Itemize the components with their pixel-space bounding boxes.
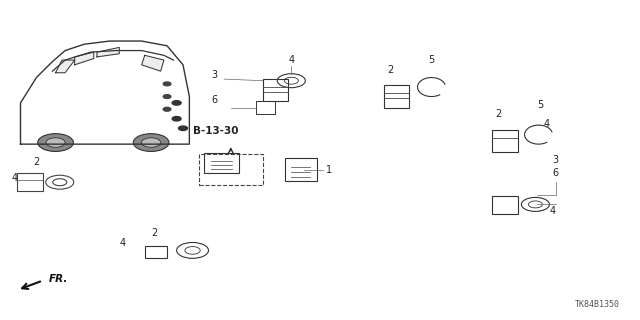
Text: TK84B1350: TK84B1350 [575, 300, 620, 309]
Polygon shape [75, 52, 94, 65]
Text: 4: 4 [550, 206, 556, 216]
Circle shape [133, 134, 169, 151]
Circle shape [38, 134, 74, 151]
Bar [492, 196, 518, 214]
Circle shape [179, 126, 188, 131]
Text: 3: 3 [212, 69, 218, 80]
Circle shape [172, 116, 181, 121]
Text: 4: 4 [288, 55, 294, 65]
Polygon shape [141, 55, 164, 71]
Bar [204, 153, 239, 173]
Text: 2: 2 [33, 157, 40, 167]
Circle shape [163, 107, 171, 111]
Bar [384, 85, 409, 108]
Text: 6: 6 [553, 168, 559, 178]
Text: 2: 2 [151, 228, 157, 238]
Text: FR.: FR. [49, 274, 68, 284]
Text: 4: 4 [11, 172, 17, 183]
Bar [256, 101, 275, 114]
Text: 5: 5 [428, 55, 435, 65]
Text: 1: 1 [326, 164, 333, 174]
Text: 5: 5 [537, 100, 543, 110]
Circle shape [172, 101, 181, 105]
Bar [262, 79, 288, 101]
Bar [285, 158, 317, 181]
Circle shape [141, 138, 161, 147]
Text: B-13-30: B-13-30 [193, 126, 238, 136]
Circle shape [163, 95, 171, 99]
Polygon shape [56, 60, 75, 73]
Text: 4: 4 [120, 238, 125, 248]
Circle shape [163, 82, 171, 86]
Text: 2: 2 [387, 65, 393, 75]
Bar [17, 173, 43, 191]
Circle shape [46, 138, 65, 147]
Polygon shape [97, 47, 119, 57]
Text: 3: 3 [553, 155, 559, 165]
Text: 6: 6 [212, 95, 218, 105]
Text: 2: 2 [495, 109, 502, 119]
Bar [199, 154, 262, 185]
Text: 4: 4 [543, 119, 549, 129]
Bar [145, 246, 167, 258]
Bar [492, 130, 518, 152]
